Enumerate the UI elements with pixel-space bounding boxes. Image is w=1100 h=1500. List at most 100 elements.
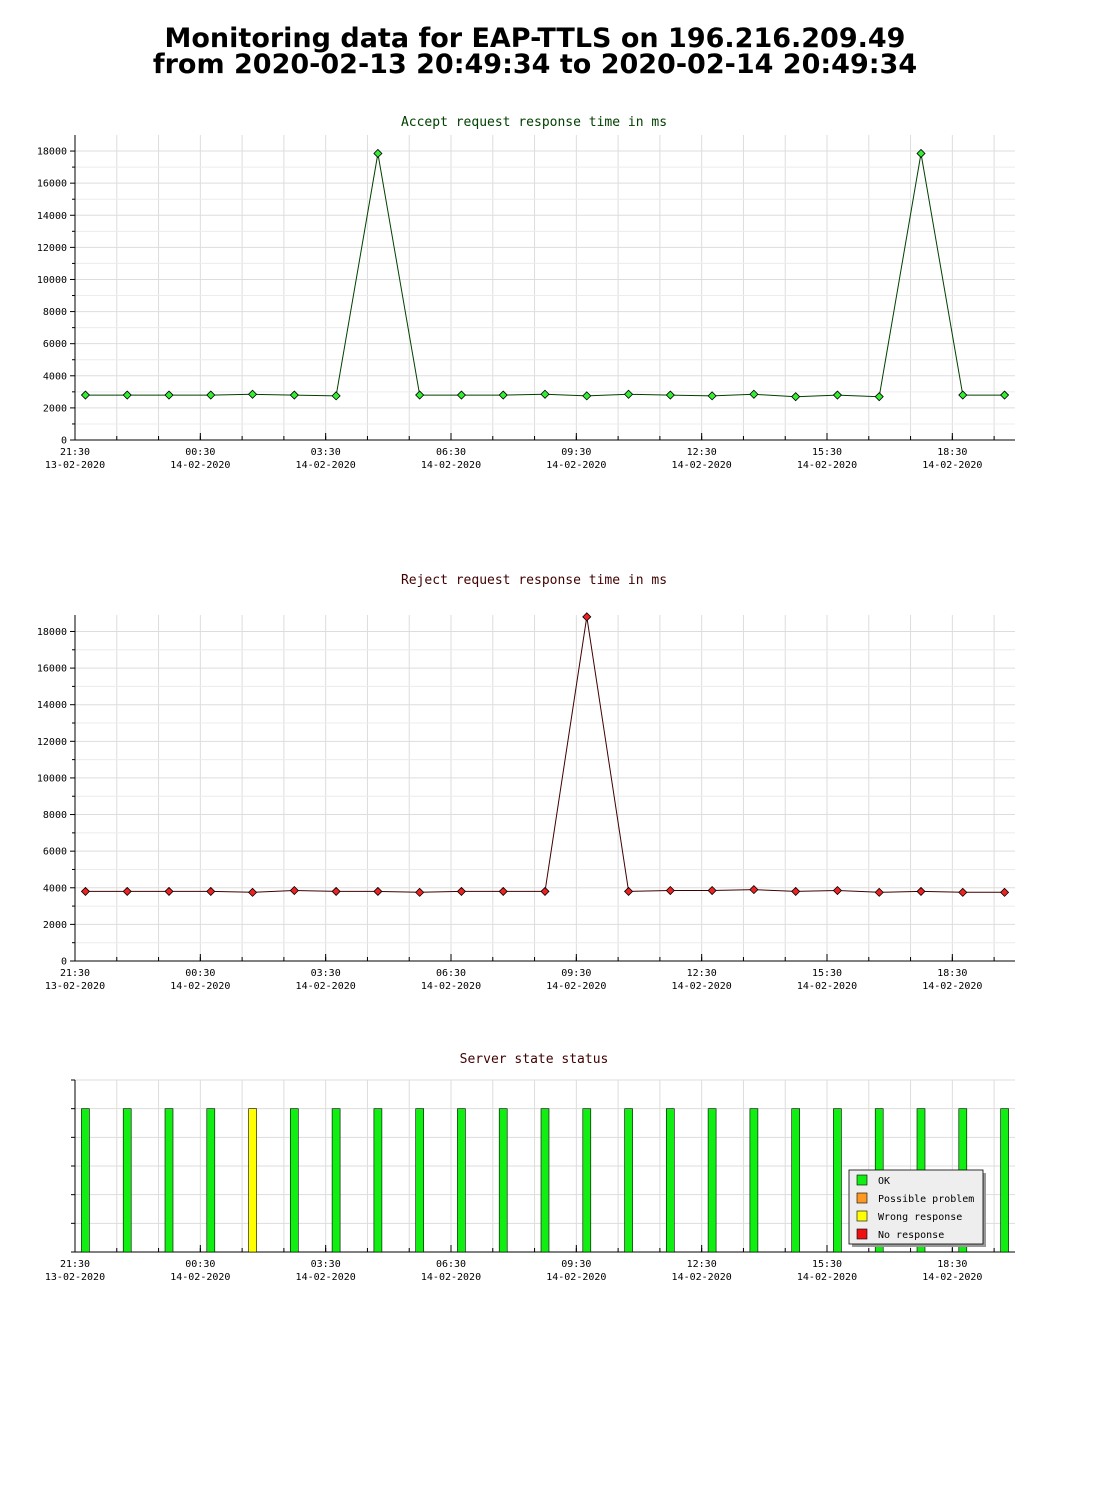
x-tick-date: 14-02-2020 xyxy=(797,981,857,992)
x-tick-label: 21:30 xyxy=(60,968,90,979)
x-tick-label: 00:30 xyxy=(185,968,215,979)
x-tick-label: 06:30 xyxy=(436,968,466,979)
y-tick-label: 18000 xyxy=(37,147,67,158)
y-tick-label: 6000 xyxy=(43,847,67,858)
status-bar xyxy=(582,1108,592,1253)
data-point xyxy=(247,389,258,399)
x-tick-date: 13-02-2020 xyxy=(45,1272,105,1283)
x-tick-date: 14-02-2020 xyxy=(672,460,732,471)
x-tick-date: 14-02-2020 xyxy=(421,1272,481,1283)
x-tick-label: 00:30 xyxy=(185,447,215,458)
data-point xyxy=(164,390,174,400)
data-point xyxy=(540,389,550,399)
legend-box xyxy=(848,1169,984,1245)
data-point xyxy=(247,887,258,897)
data-point xyxy=(623,886,634,896)
y-tick-label: 14000 xyxy=(37,211,67,222)
y-tick-label: 16000 xyxy=(37,664,67,675)
legend-label: Possible problem xyxy=(878,1194,974,1205)
status-bar xyxy=(457,1108,466,1253)
data-point xyxy=(707,885,717,896)
grid xyxy=(74,615,1015,962)
x-tick-date: 14-02-2020 xyxy=(170,981,230,992)
legend-swatch xyxy=(856,1210,868,1222)
data-point xyxy=(916,886,926,896)
data-point xyxy=(498,390,508,400)
data-point xyxy=(331,391,341,401)
data-point xyxy=(456,390,467,400)
reject-response-chart: Reject request response time in ms 0 2000… xyxy=(37,573,1015,992)
x-tick-date: 14-02-2020 xyxy=(296,1272,356,1283)
x-tick-date: 14-02-2020 xyxy=(546,460,606,471)
x-tick-date: 14-02-2020 xyxy=(922,981,982,992)
data-point xyxy=(498,886,508,896)
legend-label: OK xyxy=(878,1176,890,1187)
page-title: Monitoring data for EAP-TTLS on 196.216.… xyxy=(0,23,1070,78)
x-tick-date: 14-02-2020 xyxy=(296,460,356,471)
legend: OK Possible problem Wrong response No respo… xyxy=(848,1169,986,1247)
data-point xyxy=(373,148,383,159)
x-tick-label: 15:30 xyxy=(812,1259,842,1270)
x-tick-date: 14-02-2020 xyxy=(546,981,606,992)
data-point xyxy=(749,389,759,399)
y-tick-label: 0 xyxy=(61,957,67,968)
y-tick-label: 8000 xyxy=(43,307,67,318)
x-tick-label: 09:30 xyxy=(561,968,591,979)
chart-title: Accept request response time in ms xyxy=(401,115,667,130)
x-tick-label: 12:30 xyxy=(687,968,717,979)
status-bar xyxy=(81,1108,90,1253)
server-status-chart: Server state status 21:30 13-02-2020 00:30… xyxy=(45,1052,1015,1283)
x-tick-date: 14-02-2020 xyxy=(672,981,732,992)
x-tick-date: 13-02-2020 xyxy=(45,981,105,992)
x-tick-date: 14-02-2020 xyxy=(170,460,230,471)
status-bar xyxy=(331,1108,341,1253)
legend-label: Wrong response xyxy=(878,1212,962,1223)
status-bar xyxy=(540,1108,550,1253)
y-tick-label: 14000 xyxy=(37,700,67,711)
data-point xyxy=(707,391,717,401)
data-point xyxy=(665,885,675,896)
data-point xyxy=(916,148,926,159)
data-point xyxy=(582,612,592,622)
y-tick-label: 4000 xyxy=(43,371,67,382)
x-tick-label: 15:30 xyxy=(812,968,842,979)
x-tick-label: 18:30 xyxy=(937,447,967,458)
status-bar xyxy=(164,1108,174,1253)
x-tick-date: 14-02-2020 xyxy=(421,460,481,471)
status-bar xyxy=(791,1108,801,1253)
data-point xyxy=(832,885,843,896)
x-tick-date: 14-02-2020 xyxy=(672,1272,732,1283)
y-tick-label: 16000 xyxy=(37,179,67,190)
x-tick-label: 06:30 xyxy=(436,447,466,458)
status-bar xyxy=(373,1108,383,1253)
x-tick-date: 13-02-2020 xyxy=(45,460,105,471)
x-tick-date: 14-02-2020 xyxy=(296,981,356,992)
x-tick-label: 03:30 xyxy=(311,447,341,458)
data-point xyxy=(749,885,759,895)
data-point xyxy=(206,886,216,896)
data-point xyxy=(289,885,299,896)
y-tick-label: 12000 xyxy=(37,243,67,254)
data-point xyxy=(958,390,968,400)
data-point xyxy=(832,390,843,400)
x-tick-label: 18:30 xyxy=(937,1259,967,1270)
x-tick-date: 14-02-2020 xyxy=(922,1272,982,1283)
y-tick-label: 2000 xyxy=(43,403,67,414)
data-point xyxy=(456,886,467,896)
data-point xyxy=(80,390,91,400)
data-point xyxy=(540,886,550,896)
y-tick-label: 8000 xyxy=(43,810,67,821)
data-point xyxy=(582,391,592,401)
x-tick-date: 14-02-2020 xyxy=(421,981,481,992)
data-point xyxy=(122,390,132,400)
x-tick-date: 14-02-2020 xyxy=(797,1272,857,1283)
status-bar xyxy=(665,1108,675,1253)
data-point xyxy=(122,886,132,896)
data-point xyxy=(791,392,801,402)
data-point xyxy=(331,886,341,896)
data-point xyxy=(791,886,801,896)
page-title-line-1: Monitoring data for EAP-TTLS on 196.216.… xyxy=(164,23,906,54)
grid xyxy=(74,135,1015,441)
status-bar xyxy=(248,1108,257,1253)
legend-label: No response xyxy=(878,1230,944,1241)
